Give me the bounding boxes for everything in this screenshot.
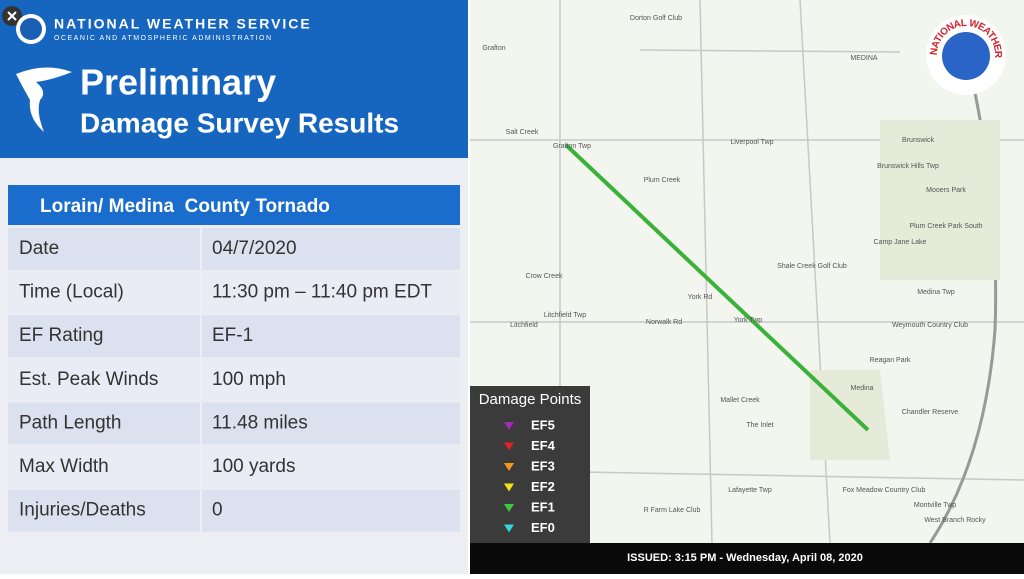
legend-marker (504, 422, 514, 430)
row-value-cell (202, 315, 460, 358)
place-label: The Inlet (746, 422, 773, 429)
legend-label: EF1 (531, 499, 555, 514)
place-label: Shale Creek Golf Club (777, 263, 847, 270)
tornado-path (564, 143, 870, 432)
issued: ISSUED: 3:15 PM - Wednesday, April 08, 2… (627, 552, 863, 564)
place-label: Fox Meadow Country Club (843, 487, 926, 494)
place-label: Salt Creek (506, 129, 539, 136)
row-label: Est. Peak Winds (19, 369, 158, 390)
table-title: Lorain/ Medina County Tornado (40, 196, 330, 217)
row-label: Max Width (19, 456, 109, 477)
row-label: Time (Local) (19, 282, 124, 303)
place-label: York Twp (734, 317, 763, 324)
place-label: Mooers Park (926, 187, 966, 194)
place-label: Brunswick Hills Twp (877, 163, 939, 170)
place-label: Crow Creek (526, 273, 563, 280)
place-label: Litchfield (510, 322, 538, 329)
row-value: 100 yards (212, 456, 295, 477)
legend-label: EF0 (531, 520, 555, 535)
title-line1: Preliminary (80, 62, 276, 103)
place-label: Lafayette Twp (728, 487, 772, 494)
place-label: Norwalk Rd (646, 319, 682, 326)
row-value: 11.48 miles (212, 412, 308, 433)
place-label: Dorton Golf Club (630, 15, 682, 22)
urban-area (880, 120, 1000, 280)
row-value: 0 (212, 500, 223, 521)
nws-logo-inner (942, 32, 990, 80)
legend-label: EF2 (531, 479, 555, 494)
legend-label: EF4 (531, 438, 556, 453)
row-value-cell (202, 489, 460, 532)
place-label: R Farm Lake Club (644, 507, 701, 514)
place-label: Mallet Creek (720, 397, 760, 404)
row-label-cell (8, 402, 200, 445)
place-label: Plum Creek (644, 177, 681, 184)
row-value-cell (202, 402, 460, 445)
row-label-cell (8, 271, 200, 314)
row-value: 04/7/2020 (212, 238, 297, 259)
row-label: Date (19, 238, 59, 259)
legend-label: EF5 (531, 417, 555, 432)
place-label: Litchfield Twp (544, 312, 586, 319)
place-label: Reagan Park (870, 357, 911, 364)
place-label: MEDINA (850, 55, 878, 62)
place-label: Montville Twp (914, 502, 956, 509)
row-value-cell (202, 358, 460, 401)
place-labels: Grafton Dorton Golf Club MEDINA Brunswick Li… (482, 15, 986, 524)
place-label: Plum Creek Park South (909, 223, 982, 230)
legend-title: Damage Points (479, 391, 582, 408)
title-line2: Damage Survey Results (80, 107, 399, 138)
legend (470, 386, 590, 543)
table-title-bar (8, 185, 460, 225)
row-value-cell (202, 271, 460, 314)
row-value-cell (202, 228, 460, 270)
row-label-cell (8, 489, 200, 532)
row-value-cell (202, 446, 460, 488)
legend-items: EF5 EF4 EF3 EF2 EF1 EF0 (504, 417, 556, 535)
row-label-cell (8, 228, 200, 270)
row-label-cell (8, 358, 200, 401)
legend-marker (504, 504, 514, 512)
noaa-logo-inner (20, 18, 42, 40)
legend-marker (504, 463, 514, 471)
tornado-icon (16, 67, 72, 132)
row-value: 11:30 pm – 11:40 pm EDT (212, 282, 432, 303)
header (0, 0, 468, 158)
place-label: Camp Jane Lake (874, 239, 927, 246)
legend-label: EF3 (531, 458, 555, 473)
row-value: EF-1 (212, 325, 253, 346)
row-value: 100 mph (212, 369, 286, 390)
place-label: York Rd (688, 294, 713, 301)
table-rows: Date 04/7/2020 Time (Local) 11:30 pm – 11:4… (8, 228, 460, 532)
place-label: Medina (851, 385, 874, 392)
legend-marker (504, 442, 514, 451)
place-label: Chandler Reserve (902, 409, 959, 416)
place-label: Grafton (482, 45, 505, 52)
place-label: Grafton Twp (553, 143, 591, 150)
subagency: OCEANIC AND ATMOSPHERIC ADMINISTRATION (54, 35, 273, 42)
place-label: Weymouth Country Club (892, 322, 968, 329)
row-label: Injuries/Deaths (19, 500, 146, 521)
row-label-cell (8, 446, 200, 488)
agency: NATIONAL WEATHER SERVICE (54, 16, 312, 32)
row-label: Path Length (19, 412, 121, 433)
legend-marker (504, 483, 514, 492)
row-label: EF Rating (19, 325, 103, 346)
place-label: Medina Twp (917, 289, 955, 296)
place-label: West Branch Rocky (924, 517, 986, 524)
close-icon (7, 11, 17, 21)
footer (470, 543, 1024, 574)
place-label: Brunswick (902, 137, 934, 144)
legend-marker (504, 524, 514, 533)
place-label: Liverpool Twp (730, 139, 773, 146)
row-label-cell (8, 315, 200, 358)
